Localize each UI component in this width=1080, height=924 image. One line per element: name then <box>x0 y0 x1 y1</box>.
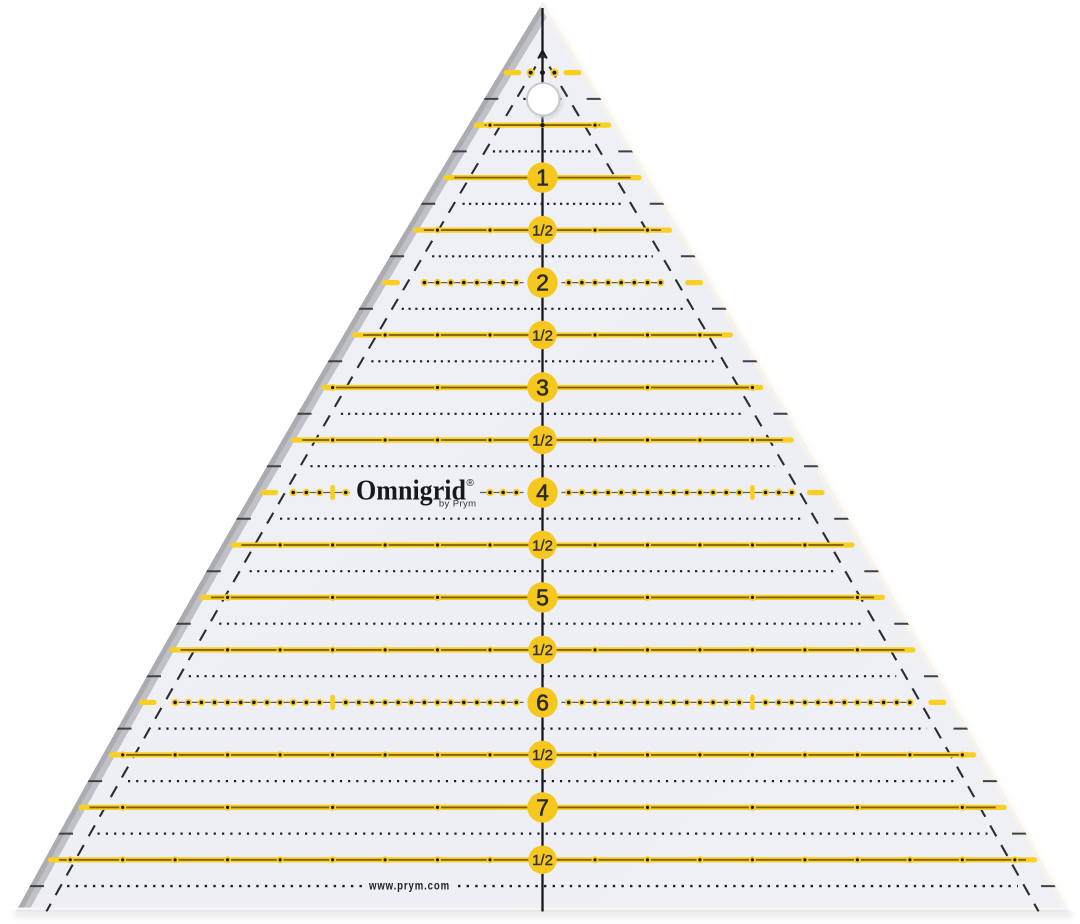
svg-text:1/2: 1/2 <box>532 537 553 554</box>
svg-text:®: ® <box>467 478 475 489</box>
svg-text:3: 3 <box>536 375 549 401</box>
svg-text:1/2: 1/2 <box>532 432 553 449</box>
svg-text:1/2: 1/2 <box>532 222 553 239</box>
svg-text:1: 1 <box>536 165 549 191</box>
svg-text:4: 4 <box>536 480 549 506</box>
svg-text:www.prym.com: www.prym.com <box>368 878 450 892</box>
svg-text:6: 6 <box>536 689 549 715</box>
svg-text:7: 7 <box>536 794 549 820</box>
svg-text:2: 2 <box>536 270 549 296</box>
svg-text:Omnigrid: Omnigrid <box>356 476 466 507</box>
svg-text:by Prym: by Prym <box>439 499 477 510</box>
svg-text:1/2: 1/2 <box>532 327 553 344</box>
svg-text:5: 5 <box>536 584 549 610</box>
svg-text:1/2: 1/2 <box>532 642 553 659</box>
svg-text:1/2: 1/2 <box>532 852 553 869</box>
svg-text:1/2: 1/2 <box>532 747 553 764</box>
